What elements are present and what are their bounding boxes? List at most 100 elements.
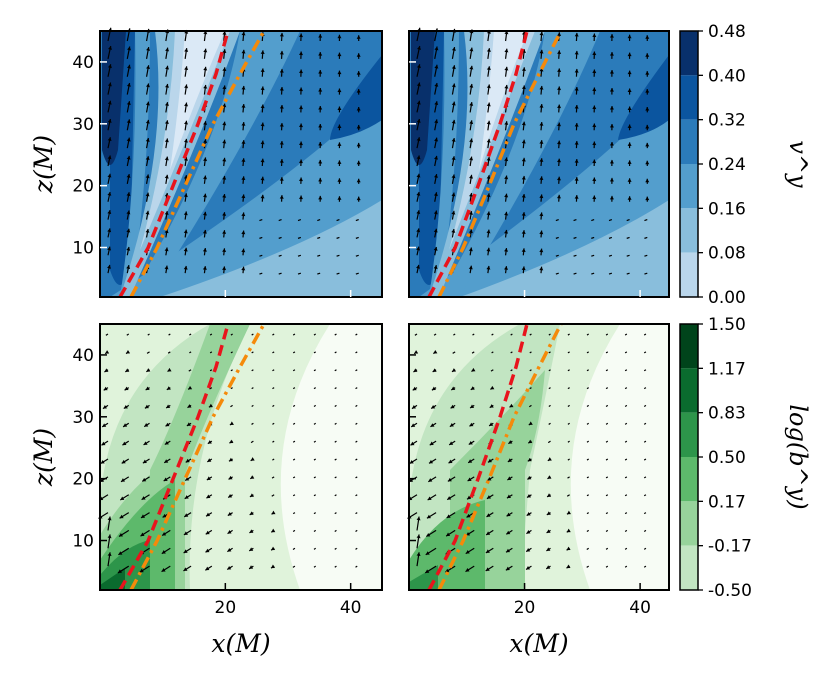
vector-arrow: [548, 387, 551, 390]
y-axis-title-top: z(M): [29, 135, 58, 194]
vector-arrowhead: [146, 368, 151, 372]
vector-arrowhead: [126, 210, 131, 215]
colorbar-segment: [680, 412, 698, 457]
vector-arrow: [292, 422, 296, 425]
vector-arrowhead: [451, 138, 456, 142]
vector-arrowhead: [469, 174, 474, 179]
vector-arrowhead: [409, 459, 414, 464]
vector-arrowhead: [102, 423, 107, 427]
vector-arrowhead: [470, 404, 475, 409]
vector-arrow: [566, 494, 570, 497]
vector-arrow: [313, 494, 317, 497]
vector-arrowhead: [249, 547, 254, 551]
vector-arrow: [529, 387, 532, 390]
z-tick-label: 10: [72, 239, 94, 259]
vector-arrowhead: [627, 52, 632, 57]
vector-arrow: [453, 333, 456, 336]
vector-arrowhead: [207, 458, 212, 462]
vector-arrowhead: [466, 513, 471, 518]
vector-arrowhead: [164, 459, 169, 463]
vector-arrowhead: [447, 496, 452, 500]
vector-arrow: [313, 422, 317, 425]
vector-arrow: [605, 458, 609, 461]
vector-arrowhead: [416, 552, 421, 557]
vector-arrow: [334, 440, 337, 443]
vector-arrowhead: [104, 368, 109, 372]
vector-arrowhead: [279, 159, 284, 163]
vector-arrowhead: [184, 120, 189, 125]
vector-arrowhead: [337, 178, 342, 182]
vector-arrowhead: [411, 405, 416, 409]
colorbar-segment: [680, 252, 698, 297]
x-tick-label: 20: [215, 598, 237, 618]
vector-arrowhead: [107, 246, 112, 251]
vector-arrowhead: [126, 228, 131, 233]
vector-arrowhead: [337, 160, 342, 164]
vector-arrow: [251, 351, 254, 354]
vector-arrow: [605, 494, 609, 497]
vector-arrowhead: [432, 368, 437, 372]
vector-arrow: [510, 333, 513, 336]
vector-arrowhead: [574, 177, 579, 181]
panel-bottom-left: [98, 323, 383, 591]
vector-arrow: [528, 404, 532, 408]
z-tick-label: 20: [72, 470, 94, 490]
vector-arrowhead: [183, 193, 188, 198]
vector-arrowhead: [146, 65, 150, 70]
vector-arrowhead: [127, 46, 131, 51]
y-axis-title-bottom: z(M): [29, 428, 58, 487]
vector-arrow: [292, 565, 296, 568]
vector-arrowhead: [592, 51, 597, 56]
vector-arrow: [591, 219, 595, 222]
z-tick-label: 30: [72, 115, 94, 135]
vector-arrowhead: [434, 155, 438, 160]
colorbar-tick-label: 0.48: [708, 22, 746, 42]
vector-arrowhead: [609, 70, 614, 74]
vector-arrowhead: [271, 546, 276, 551]
vector-arrowhead: [202, 248, 207, 252]
vector-arrowhead: [222, 266, 227, 271]
vector-arrow: [626, 254, 630, 257]
vector-arrowhead: [486, 175, 491, 179]
vector-arrow: [586, 565, 590, 568]
contour-fill-bottom-right: [409, 324, 669, 590]
vector-arrow: [272, 369, 275, 372]
vector-arrowhead: [142, 459, 147, 464]
vector-arrowhead: [164, 138, 169, 143]
vector-arrowhead: [592, 195, 597, 200]
vector-arrowhead: [486, 531, 491, 535]
vector-arrowhead: [222, 194, 227, 198]
vector-arrowhead: [145, 192, 150, 197]
vector-arrow: [586, 369, 590, 372]
vector-arrow: [313, 458, 317, 461]
vector-arrow: [313, 565, 317, 568]
colorbar-segment: [680, 31, 698, 76]
vector-arrow: [317, 219, 321, 222]
vector-arrow: [643, 440, 647, 443]
vector-arrowhead: [447, 477, 452, 482]
vector-arrow: [644, 272, 648, 275]
vector-arrowhead: [539, 67, 544, 72]
vector-arrowhead: [118, 551, 123, 555]
vector-arrow: [471, 351, 475, 354]
vector-arrowhead: [521, 157, 526, 162]
vector-arrowhead: [627, 178, 632, 182]
vector-arrowhead: [222, 85, 227, 90]
vector-arrowhead: [416, 100, 421, 105]
colorbar-tick-label: 0.32: [708, 111, 746, 131]
vector-arrow: [105, 333, 109, 336]
vector-arrow: [608, 272, 613, 275]
vector-arrowhead: [487, 458, 492, 463]
vector-arrowhead: [521, 175, 526, 180]
colorbar-tick-label: 0.17: [708, 492, 746, 512]
vector-arrow: [548, 369, 551, 372]
vector-arrowhead: [416, 210, 421, 215]
z-tick-label: 40: [72, 346, 94, 366]
vector-arrowhead: [119, 514, 124, 519]
vector-arrow: [230, 387, 233, 390]
vector-arrowhead: [486, 193, 491, 198]
vector-arrow: [624, 387, 628, 390]
vector-arrowhead: [124, 386, 129, 391]
vector-arrowhead: [448, 459, 453, 464]
vector-arrowhead: [645, 142, 650, 147]
